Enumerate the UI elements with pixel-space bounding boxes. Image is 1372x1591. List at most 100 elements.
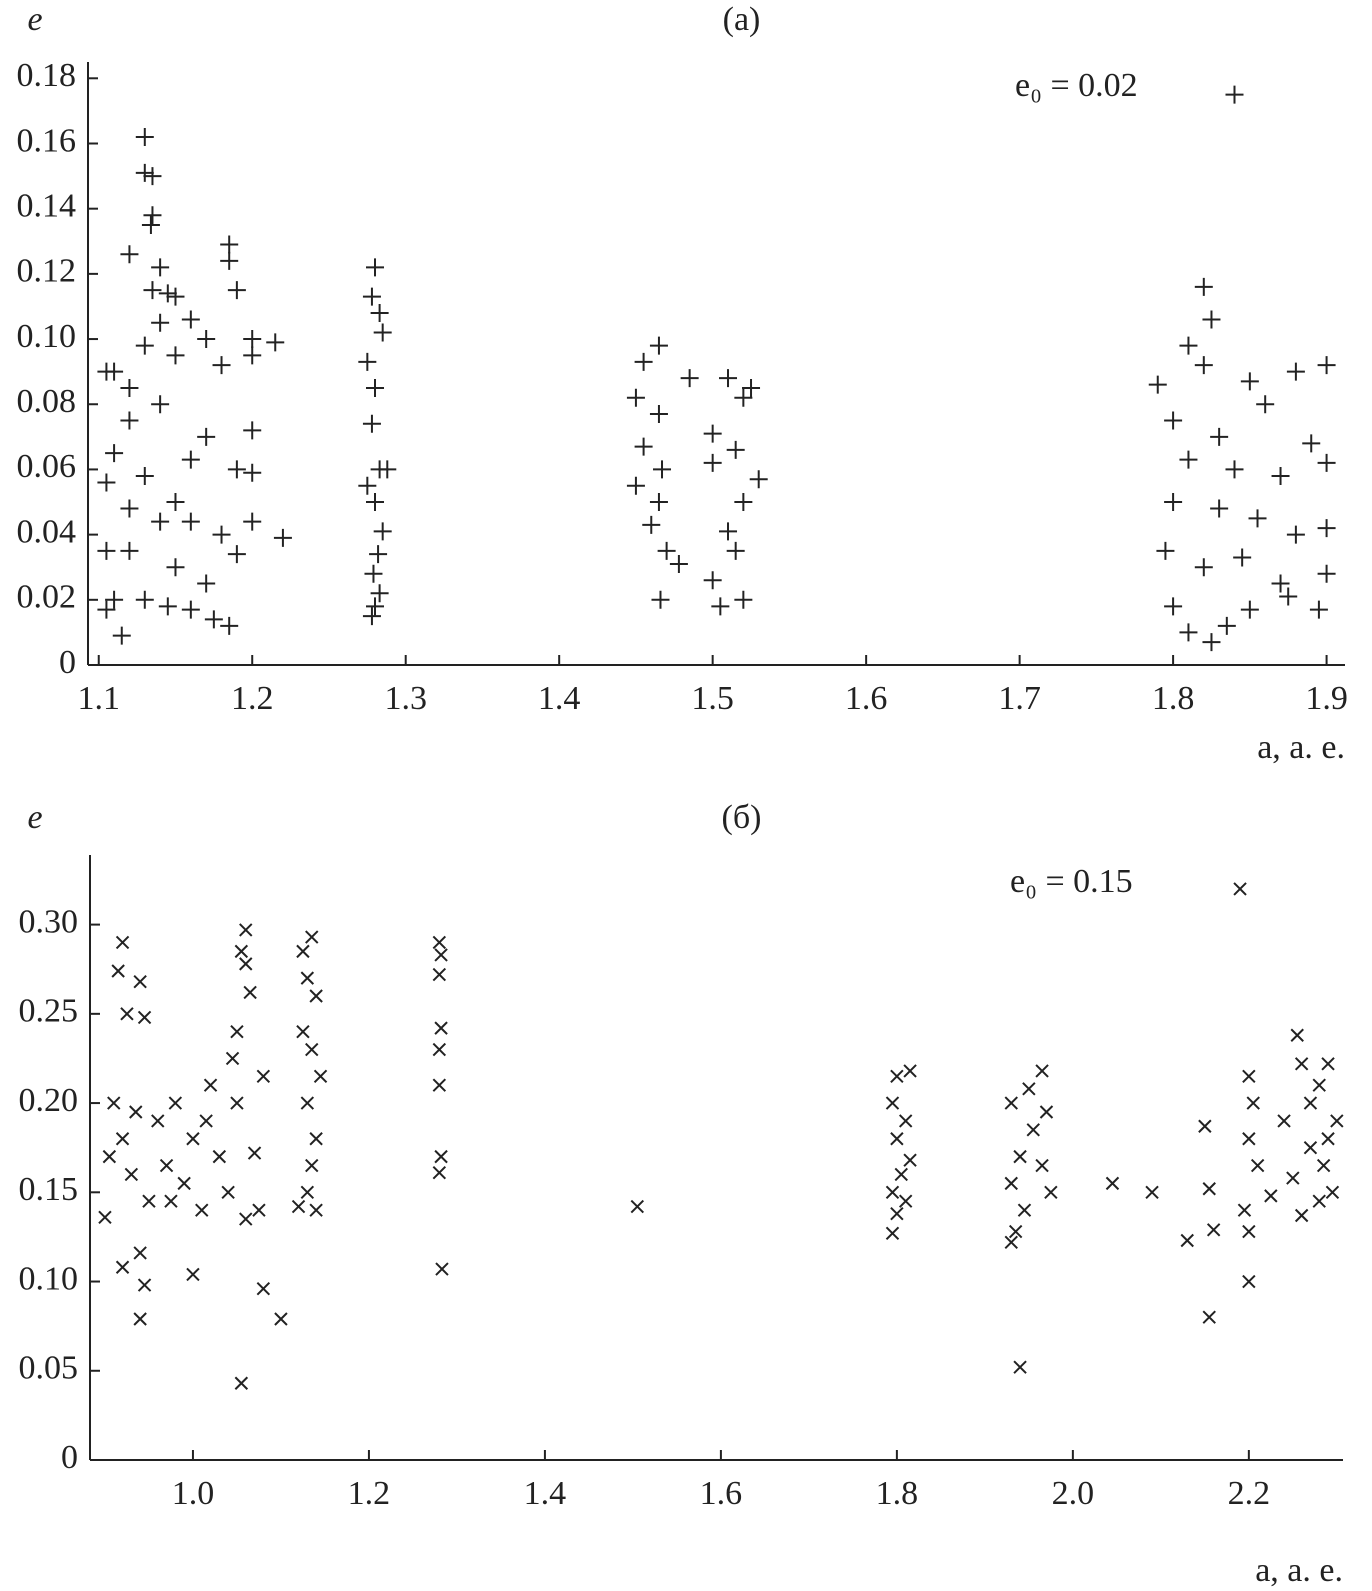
point [181, 310, 200, 329]
y-tick-label: 0.12 [17, 253, 77, 290]
point [274, 1312, 288, 1326]
y-axis-label: e [27, 1, 42, 38]
point [903, 1064, 917, 1078]
point [366, 378, 385, 397]
point [309, 989, 323, 1003]
x-tick-label: 1.6 [845, 680, 888, 717]
point [358, 476, 377, 495]
point [234, 1376, 249, 1390]
point [199, 1114, 213, 1128]
point [378, 460, 397, 479]
x-axis-label: a, а. е. [1257, 729, 1345, 766]
point [362, 287, 381, 306]
point [1022, 1082, 1036, 1096]
point [296, 1024, 310, 1039]
point [151, 258, 170, 277]
point [143, 206, 162, 225]
point [227, 545, 246, 564]
point [432, 935, 447, 950]
x-tick-label: 1.3 [384, 680, 427, 717]
point [1198, 1119, 1212, 1133]
point [111, 964, 125, 978]
point [1286, 362, 1305, 381]
point [115, 1132, 130, 1146]
point [305, 1158, 319, 1173]
point [133, 1246, 147, 1260]
y-tick-label: 0.10 [19, 1260, 79, 1297]
point [135, 590, 154, 609]
point [166, 287, 185, 306]
point [1309, 600, 1328, 619]
point [1179, 336, 1198, 355]
x-tick-label: 1.5 [691, 680, 734, 717]
annotation: e₀ = 0.15 [1010, 863, 1133, 900]
y-axis-label: e [27, 799, 42, 836]
point [115, 1260, 130, 1274]
point [143, 281, 162, 300]
point [243, 985, 257, 1000]
point [181, 600, 200, 619]
point [1004, 1096, 1018, 1110]
point [1225, 85, 1244, 104]
y-tick-label: 0 [61, 1439, 78, 1476]
point [1317, 519, 1336, 538]
point [221, 1185, 235, 1200]
point [719, 369, 738, 388]
point [1312, 1078, 1326, 1092]
point [1240, 372, 1259, 391]
point [653, 460, 672, 479]
point [141, 215, 160, 234]
point [373, 323, 392, 342]
x-tick-label: 1.0 [172, 1475, 215, 1512]
point [204, 610, 223, 629]
point [1325, 1185, 1340, 1200]
point [112, 626, 131, 645]
point [1017, 1203, 1032, 1217]
x-tick-label: 1.8 [876, 1475, 919, 1512]
point [1180, 1233, 1194, 1248]
point [1233, 548, 1252, 567]
point [239, 957, 253, 971]
point [1279, 587, 1298, 606]
point [885, 1096, 900, 1110]
point [212, 525, 231, 544]
point [220, 235, 239, 254]
point [1316, 1158, 1331, 1173]
point [137, 1010, 152, 1025]
x-axis-label: a, а. е. [1255, 1552, 1343, 1589]
point [313, 1069, 328, 1084]
y-tick-label: 0.10 [17, 318, 77, 355]
point [133, 975, 147, 989]
y-tick-label: 0.05 [19, 1350, 79, 1387]
y-tick-label: 0.15 [19, 1171, 79, 1208]
point [1206, 1223, 1221, 1237]
point [133, 1312, 147, 1326]
point [120, 245, 139, 264]
point [1164, 597, 1183, 616]
point [1210, 499, 1229, 518]
point [1330, 1114, 1344, 1128]
point [197, 574, 216, 593]
point [305, 930, 319, 944]
point [630, 1199, 645, 1214]
point [143, 167, 162, 186]
point [186, 1267, 200, 1282]
point [1035, 1064, 1049, 1078]
point [1317, 453, 1336, 472]
point [898, 1194, 913, 1208]
point [1194, 356, 1213, 375]
point [669, 554, 688, 573]
x-tick-label: 1.4 [538, 680, 581, 717]
point [230, 1096, 244, 1110]
point [1264, 1189, 1278, 1203]
point [273, 528, 292, 547]
point [1271, 574, 1290, 593]
x-tick-label: 1.9 [1305, 680, 1348, 717]
point [203, 1078, 218, 1092]
point [885, 1185, 900, 1200]
point [1156, 541, 1175, 560]
chart-title: (б) [722, 799, 762, 836]
point [1321, 1057, 1335, 1071]
point [364, 564, 383, 583]
